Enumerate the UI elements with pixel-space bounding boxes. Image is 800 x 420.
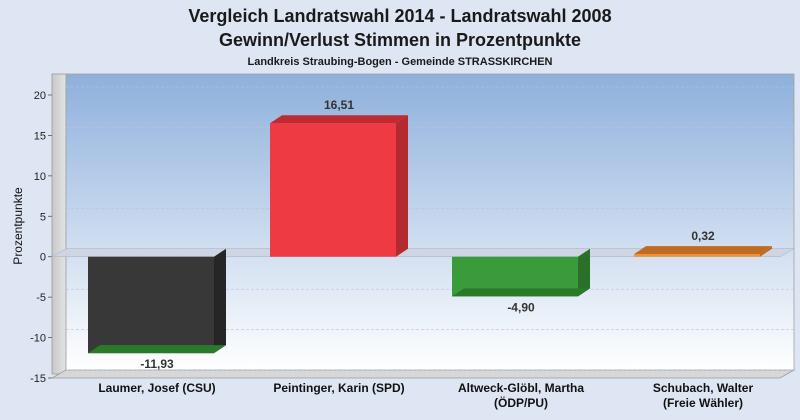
bar-top xyxy=(452,288,590,297)
chart-subtitle: Gewinn/Verlust Stimmen in Prozentpunkte xyxy=(219,30,581,50)
bar-side xyxy=(396,115,408,257)
category-label: Altweck-Glöbl, Martha xyxy=(458,381,584,395)
bar-side xyxy=(760,246,772,257)
category-label: (ÖDP/PU) xyxy=(494,395,548,410)
y-tick-label: 5 xyxy=(40,211,46,223)
bar xyxy=(270,115,408,257)
data-label: 0,32 xyxy=(691,229,715,243)
y-tick-label: -5 xyxy=(36,292,46,304)
y-tick-label: 0 xyxy=(40,252,46,264)
label-layer: -11,93 16,51 -4,90 0,32 xyxy=(140,98,715,371)
y-tick-label: 10 xyxy=(34,171,46,183)
y-axis-title: Prozentpunkte xyxy=(11,187,25,265)
bar-front xyxy=(270,123,396,257)
chart-title: Vergleich Landratswahl 2014 - Landratswa… xyxy=(188,6,611,26)
chart-subsubtitle: Landkreis Straubing-Bogen - Gemeinde STR… xyxy=(248,56,553,68)
y-tick-label: 15 xyxy=(34,130,46,142)
y-tick-label: 20 xyxy=(34,90,46,102)
y-tick-label: -15 xyxy=(30,373,46,385)
side-wall xyxy=(51,73,67,375)
category-label: (Freie Wähler) xyxy=(663,396,743,410)
bar xyxy=(88,248,226,354)
bar-top xyxy=(270,115,408,124)
data-label: 16,51 xyxy=(324,98,354,112)
bar-top xyxy=(88,345,226,354)
bar-front xyxy=(634,254,760,257)
bar-side xyxy=(578,248,590,297)
bar xyxy=(634,246,772,257)
bar-side xyxy=(214,248,226,354)
bar xyxy=(452,248,590,297)
y-tick-label: -10 xyxy=(30,333,46,345)
category-label: Laumer, Josef (CSU) xyxy=(98,381,215,395)
bar-front xyxy=(88,256,214,354)
category-layer: Laumer, Josef (CSU) Peintinger, Karin (SP… xyxy=(98,381,753,410)
data-label: -4,90 xyxy=(507,300,535,314)
bar-layer xyxy=(88,115,772,354)
bar-top xyxy=(634,246,772,255)
data-label: -11,93 xyxy=(140,357,174,371)
y-tick-layer: 20 15 10 5 0 -5 -10 -15 xyxy=(30,90,52,385)
category-label: Peintinger, Karin (SPD) xyxy=(273,381,404,395)
category-label: Schubach, Walter xyxy=(653,381,754,395)
floor xyxy=(50,369,796,379)
